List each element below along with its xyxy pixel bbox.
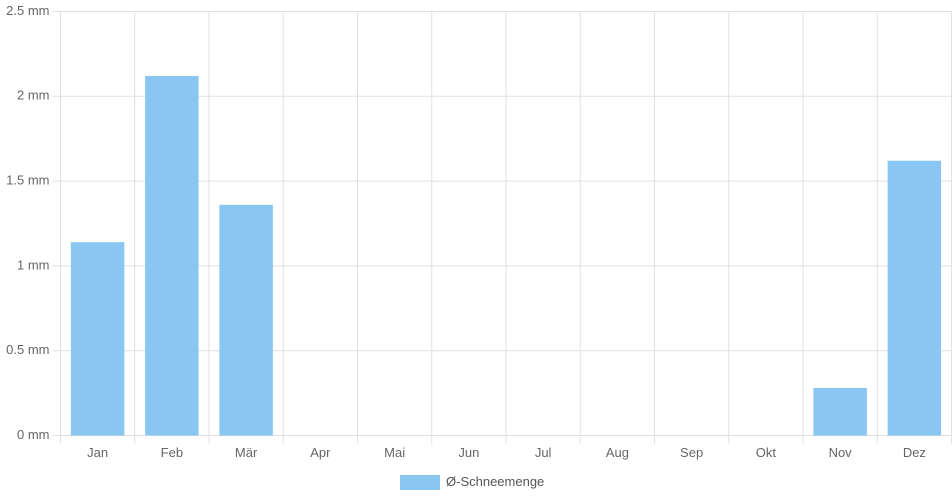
- x-tick-label: Jun: [458, 445, 479, 460]
- legend-label: Ø-Schneemenge: [446, 474, 544, 489]
- x-tick-label: Aug: [606, 445, 629, 460]
- bar: [813, 388, 867, 436]
- x-tick-label: Dez: [903, 445, 926, 460]
- x-tick-label: Okt: [756, 445, 777, 460]
- x-tick-label: Mär: [235, 445, 258, 460]
- legend-swatch: [400, 475, 440, 490]
- y-tick-label: 0.5 mm: [6, 342, 49, 357]
- y-tick-label: 1 mm: [17, 257, 50, 272]
- y-tick-label: 0 mm: [17, 427, 50, 442]
- x-tick-label: Jan: [87, 445, 108, 460]
- bar: [70, 242, 125, 436]
- bar: [219, 204, 273, 436]
- y-tick-label: 1.5 mm: [6, 173, 49, 188]
- x-tick-label: Feb: [161, 445, 183, 460]
- x-tick-label: Apr: [310, 445, 331, 460]
- y-tick-label: 2.5 mm: [6, 3, 49, 18]
- bar: [145, 75, 199, 436]
- x-tick-label: Mai: [384, 445, 405, 460]
- x-tick-label: Nov: [829, 445, 853, 460]
- x-tick-label: Sep: [680, 445, 703, 460]
- y-tick-label: 2 mm: [17, 88, 50, 103]
- x-tick-label: Jul: [535, 445, 552, 460]
- bar: [887, 160, 942, 436]
